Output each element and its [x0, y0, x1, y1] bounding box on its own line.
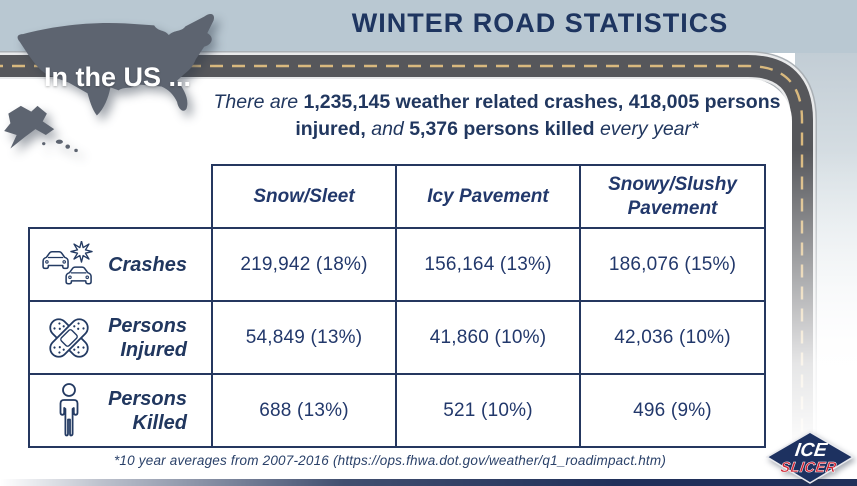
us-map-icon [4, 13, 215, 153]
source-footnote: *10 year averages from 2007-2016 (https:… [113, 453, 667, 468]
statistics-table: Snow/Sleet Icy Pavement Snowy/Slushy Pav… [28, 164, 766, 448]
lane-dashes [0, 64, 804, 440]
ice-slicer-logo: ICE SLICER [765, 431, 855, 484]
cell-crashes-icy: 156,164 (13%) [395, 227, 581, 302]
cell-injured-snowy-slushy: 42,036 (10%) [579, 300, 766, 375]
cell-crashes-snow-sleet: 219,942 (18%) [211, 227, 397, 302]
table-row-crashes: Crashes 219,942 (18%) 156,164 (13%) 186,… [28, 227, 766, 302]
map-label: In the US ... [44, 62, 192, 92]
logo-text-slicer: SLICER [779, 460, 837, 476]
bandages-icon [36, 310, 102, 366]
column-header-snow-sleet: Snow/Sleet [211, 164, 397, 229]
page-title: WINTER ROAD STATISTICS [351, 8, 729, 38]
table-row-persons-injured: Persons Injured 54,849 (13%) 41,860 (10%… [28, 300, 766, 375]
intro-stat: 5,376 persons killed [409, 118, 595, 141]
intro-stat: 1,235,145 weather related crashes, 418,0… [295, 91, 781, 141]
car-crash-icon [36, 240, 102, 289]
column-header-icy-pavement: Icy Pavement [395, 164, 581, 229]
table-corner-cell [29, 165, 212, 228]
person-icon [36, 382, 102, 440]
cell-crashes-snowy-slushy: 186,076 (15%) [579, 227, 766, 302]
cell-injured-icy: 41,860 (10%) [395, 300, 581, 375]
bottom-accent-strip [0, 479, 857, 486]
row-label: Crashes [108, 253, 187, 276]
column-header-snowy-slushy: Snowy/Slushy Pavement [579, 164, 766, 229]
cell-killed-snow-sleet: 688 (13%) [211, 373, 397, 448]
row-label: Persons Injured [108, 314, 187, 361]
cell-killed-icy: 521 (10%) [395, 373, 581, 448]
intro-seg: and [365, 118, 410, 141]
logo-text-ice: ICE [794, 440, 830, 461]
table-row-persons-killed: Persons Killed 688 (13%) 521 (10%) 496 (… [28, 373, 766, 448]
cell-killed-snowy-slushy: 496 (9%) [579, 373, 766, 448]
row-label: Persons Killed [108, 387, 187, 434]
intro-seg: There are [213, 91, 304, 113]
intro-text: There are 1,235,145 weather related cras… [210, 89, 784, 144]
intro-seg: every year* [594, 118, 699, 141]
cell-injured-snow-sleet: 54,849 (13%) [211, 300, 397, 375]
